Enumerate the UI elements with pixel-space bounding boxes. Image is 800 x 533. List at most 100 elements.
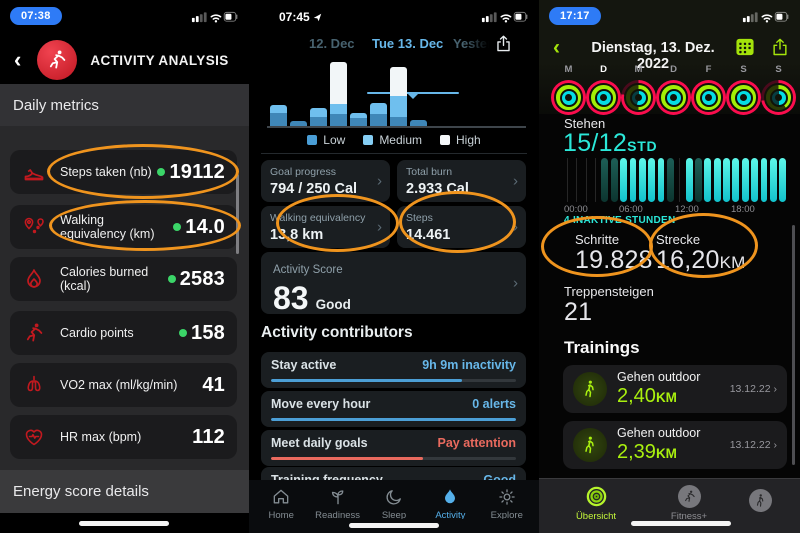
stand-hour-bar bbox=[610, 158, 618, 202]
activity-rings[interactable] bbox=[621, 79, 656, 116]
stat-card-walking-equivalency[interactable]: Walking equivalency 13,8 km › bbox=[261, 206, 390, 248]
contributor-label: Meet daily goals bbox=[271, 436, 368, 450]
tab-fitness-plus[interactable]: Fitness+ bbox=[654, 485, 724, 522]
home-indicator[interactable] bbox=[79, 521, 169, 526]
status-time-pill: 17:17 bbox=[549, 7, 601, 25]
progress-fill bbox=[271, 417, 516, 421]
stand-hour-bar bbox=[741, 158, 749, 202]
contributor-label: Stay active bbox=[271, 358, 337, 372]
activity-rings[interactable] bbox=[656, 79, 691, 116]
scrollbar[interactable] bbox=[792, 225, 795, 465]
chart-legend: Low Medium High bbox=[249, 133, 539, 147]
training-row-2[interactable]: Gehen outdoor 2,39KM 13.12.22 › bbox=[563, 421, 787, 469]
metric-row-calories[interactable]: Calories burned (kcal) 2583 bbox=[10, 257, 237, 301]
status-icons bbox=[191, 11, 238, 23]
weekday-label[interactable]: F bbox=[705, 64, 712, 75]
contributor-move-every-hour[interactable]: Move every hour 0 alerts bbox=[261, 391, 526, 427]
stand-hour-bar bbox=[713, 158, 721, 202]
flame-icon bbox=[22, 267, 46, 291]
scrollbar[interactable] bbox=[236, 174, 239, 254]
training-date: 13.12.22 › bbox=[729, 439, 777, 451]
metric-label: Cardio points bbox=[60, 326, 134, 340]
back-chevron-icon[interactable]: ‹ bbox=[14, 47, 22, 72]
contributors-heading: Activity contributors bbox=[261, 324, 413, 341]
nav-readiness[interactable]: Readiness bbox=[314, 487, 362, 521]
activity-rings[interactable] bbox=[726, 79, 761, 116]
home-icon bbox=[273, 489, 289, 504]
nav-activity[interactable]: Activity bbox=[426, 487, 474, 521]
back-chevron-icon[interactable]: ‹ bbox=[553, 36, 560, 59]
trainings-heading: Trainings bbox=[564, 338, 640, 357]
stat-card-goal-progress[interactable]: Goal progress 794 / 250 Cal › bbox=[261, 160, 390, 202]
intensity-bar bbox=[390, 67, 407, 126]
legend-item-high: High bbox=[440, 133, 481, 147]
contributor-stay-active[interactable]: Stay active 9h 9m inactivity bbox=[261, 352, 526, 388]
activity-rings[interactable] bbox=[691, 79, 726, 116]
chart-baseline bbox=[267, 126, 526, 128]
activity-rings[interactable] bbox=[761, 79, 796, 116]
training-info: Gehen outdoor 2,40KM bbox=[617, 370, 730, 408]
stat-card-steps[interactable]: Steps 14.461 › bbox=[397, 206, 526, 248]
readiness-icon bbox=[331, 490, 343, 505]
distance-value: 16,20KM bbox=[656, 246, 746, 274]
progress-track bbox=[271, 417, 516, 421]
metric-label: VO2 max (ml/kg/min) bbox=[60, 378, 178, 392]
score-value: 83 bbox=[273, 280, 309, 316]
weekday-label[interactable]: S bbox=[740, 64, 747, 75]
stat-label: Walking equivalency bbox=[270, 212, 366, 224]
sharing-tab-icon[interactable] bbox=[749, 489, 772, 512]
status-bar: 17:17 bbox=[539, 6, 800, 28]
metric-row-steps[interactable]: Steps taken (nb) 19112 bbox=[10, 150, 237, 194]
weekday-label[interactable]: D bbox=[586, 62, 621, 78]
date-title: Dienstag, 13. Dez. 2022 bbox=[591, 40, 715, 72]
training-distance: 2,40KM bbox=[617, 385, 677, 407]
metric-row-vo2max[interactable]: VO2 max (ml/kg/min) 41 bbox=[10, 363, 237, 407]
metric-label: Steps taken (nb) bbox=[60, 165, 152, 179]
stat-card-total-burn[interactable]: Total burn 2.933 Cal › bbox=[397, 160, 526, 202]
status-time: 07:45 bbox=[279, 10, 322, 24]
metric-value: 19112 bbox=[169, 160, 225, 183]
activity-score-card[interactable]: Activity Score 83 Good › bbox=[261, 252, 526, 316]
stand-hour-bar bbox=[573, 158, 581, 202]
home-indicator[interactable] bbox=[349, 523, 439, 528]
chevron-right-icon: › bbox=[513, 218, 518, 236]
chevron-right-icon: › bbox=[377, 218, 382, 236]
tab-next-day[interactable]: Yester bbox=[453, 36, 493, 51]
walking-icon bbox=[573, 428, 607, 462]
stand-section-label: Stehen bbox=[564, 116, 606, 131]
weekday-label[interactable]: S bbox=[775, 64, 782, 75]
home-indicator[interactable] bbox=[631, 521, 731, 526]
inactive-hours-note: 4 INAKTIVE STUNDEN bbox=[564, 215, 676, 226]
share-icon[interactable] bbox=[495, 34, 512, 53]
contributor-meet-daily-goals[interactable]: Meet daily goals Pay attention bbox=[261, 430, 526, 466]
energy-score-details-link[interactable]: Energy score details bbox=[0, 470, 249, 513]
stat-label: Total burn bbox=[406, 166, 453, 178]
nav-explore[interactable]: Explore bbox=[483, 487, 531, 521]
training-row-1[interactable]: Gehen outdoor 2,40KM 13.12.22 › bbox=[563, 365, 787, 413]
status-icons bbox=[481, 11, 528, 23]
divider bbox=[261, 153, 527, 154]
stand-hours-chart bbox=[564, 158, 787, 202]
activity-rings[interactable] bbox=[586, 79, 621, 116]
contributor-value: Pay attention bbox=[437, 436, 517, 450]
metric-row-walking-equivalency[interactable]: Walking equivalency (km) 14.0 bbox=[10, 205, 237, 249]
metric-row-cardio-points[interactable]: Cardio points 158 bbox=[10, 311, 237, 355]
nav-home[interactable]: Home bbox=[257, 487, 305, 521]
status-dot bbox=[157, 168, 166, 176]
activity-rings[interactable] bbox=[551, 79, 586, 116]
tab-selected-day[interactable]: Tue 13. Dec bbox=[372, 36, 444, 51]
stat-value: 794 / 250 Cal bbox=[270, 181, 358, 197]
weekday-label[interactable]: D bbox=[670, 64, 677, 75]
tab-prev-day[interactable]: 12. Dec bbox=[309, 36, 355, 51]
intensity-bar bbox=[330, 62, 347, 126]
calendar-icon[interactable] bbox=[735, 37, 755, 57]
stand-hour-bar bbox=[751, 158, 759, 202]
weekday-label[interactable]: M bbox=[564, 64, 573, 75]
tab-uebersicht[interactable]: Übersicht bbox=[561, 485, 631, 522]
nav-sleep[interactable]: Sleep bbox=[370, 487, 418, 521]
flights-label: Treppensteigen bbox=[564, 284, 654, 299]
weekday-label[interactable]: M bbox=[634, 64, 643, 75]
share-icon[interactable] bbox=[771, 37, 789, 57]
training-date: 13.12.22 › bbox=[729, 383, 777, 395]
metric-row-hrmax[interactable]: HR max (bpm) 112 bbox=[10, 415, 237, 459]
